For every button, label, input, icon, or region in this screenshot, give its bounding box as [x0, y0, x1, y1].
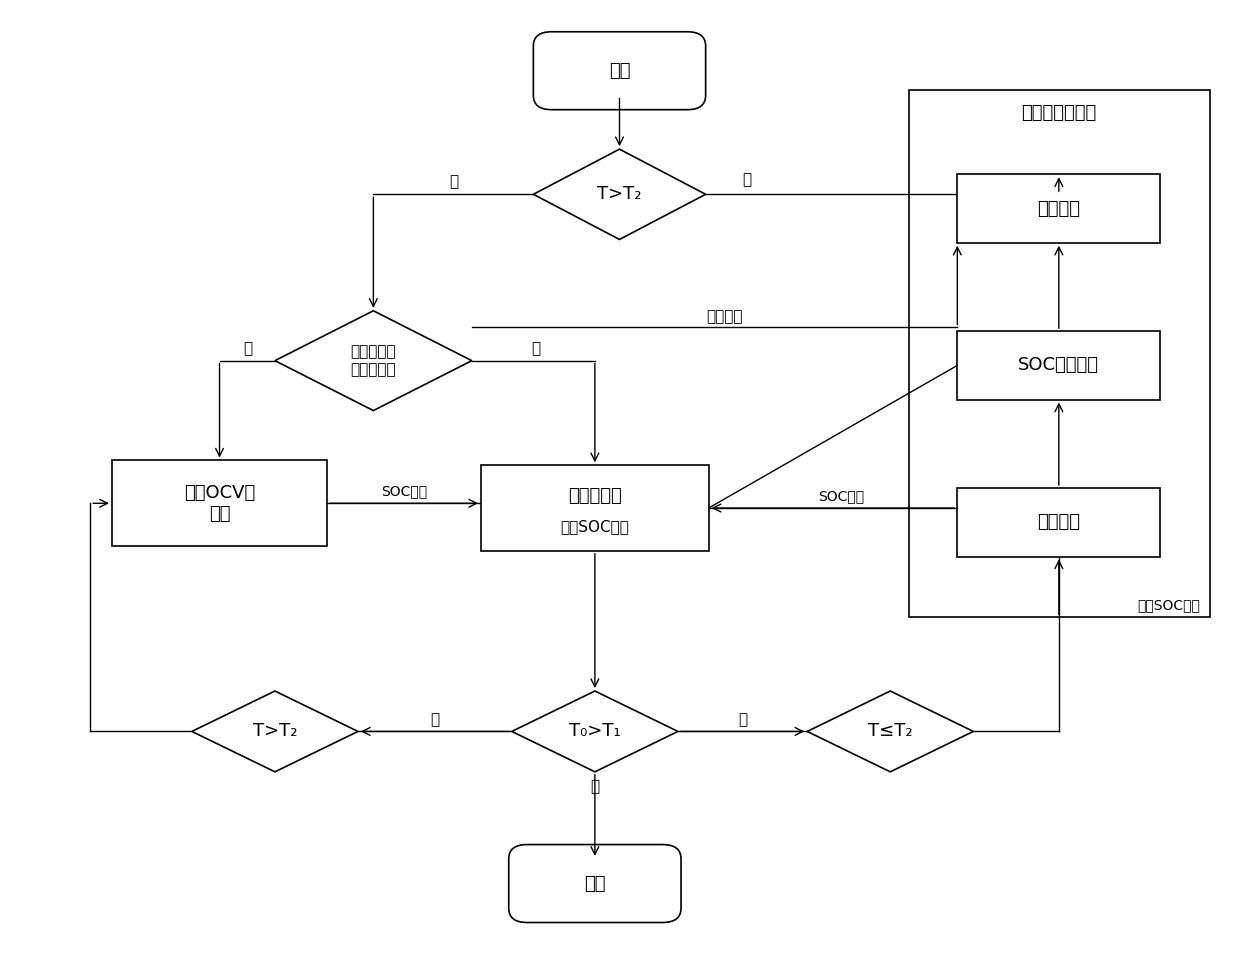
FancyBboxPatch shape: [112, 460, 327, 546]
Polygon shape: [807, 691, 974, 772]
Text: 库伦计数法: 库伦计数法: [567, 487, 622, 505]
Text: SOC递归估计: SOC递归估计: [1018, 357, 1099, 374]
Text: 基于OCV的
方法: 基于OCV的 方法: [183, 484, 255, 523]
Text: 是: 是: [449, 175, 458, 190]
Text: 否: 否: [590, 779, 600, 794]
FancyBboxPatch shape: [481, 465, 709, 550]
Text: T₀>T₁: T₀>T₁: [569, 722, 621, 740]
Text: 是否在高度
非线性区域: 是否在高度 非线性区域: [351, 344, 396, 377]
Polygon shape: [192, 691, 358, 772]
FancyBboxPatch shape: [958, 175, 1161, 243]
Text: T≤T₂: T≤T₂: [869, 722, 913, 740]
Text: 短期SOC估计: 短期SOC估计: [560, 520, 629, 534]
Text: SOC校准: SOC校准: [818, 489, 864, 503]
Text: 容量校准: 容量校准: [706, 310, 742, 324]
Text: 开始: 开始: [608, 61, 631, 80]
Text: 长期SOC估计: 长期SOC估计: [1137, 598, 1201, 612]
Text: 否: 否: [243, 340, 253, 356]
Text: 是: 是: [430, 712, 440, 727]
Polygon shape: [533, 150, 706, 240]
Text: 基于模型的方法: 基于模型的方法: [1021, 105, 1097, 123]
Text: 是: 是: [532, 340, 540, 356]
Text: 结束: 结束: [584, 875, 606, 893]
Polygon shape: [275, 311, 472, 410]
Text: T>T₂: T>T₂: [597, 185, 642, 203]
Text: T>T₂: T>T₂: [253, 722, 297, 740]
Text: 参数识别: 参数识别: [1037, 513, 1080, 531]
Text: 容量估计: 容量估计: [1037, 199, 1080, 218]
Text: 是: 是: [738, 712, 747, 727]
FancyBboxPatch shape: [509, 845, 681, 923]
Text: SOC校准: SOC校准: [382, 484, 427, 499]
FancyBboxPatch shape: [958, 488, 1161, 556]
FancyBboxPatch shape: [958, 331, 1161, 400]
Polygon shape: [512, 691, 678, 772]
FancyBboxPatch shape: [533, 32, 706, 109]
Text: 否: 否: [742, 173, 752, 188]
